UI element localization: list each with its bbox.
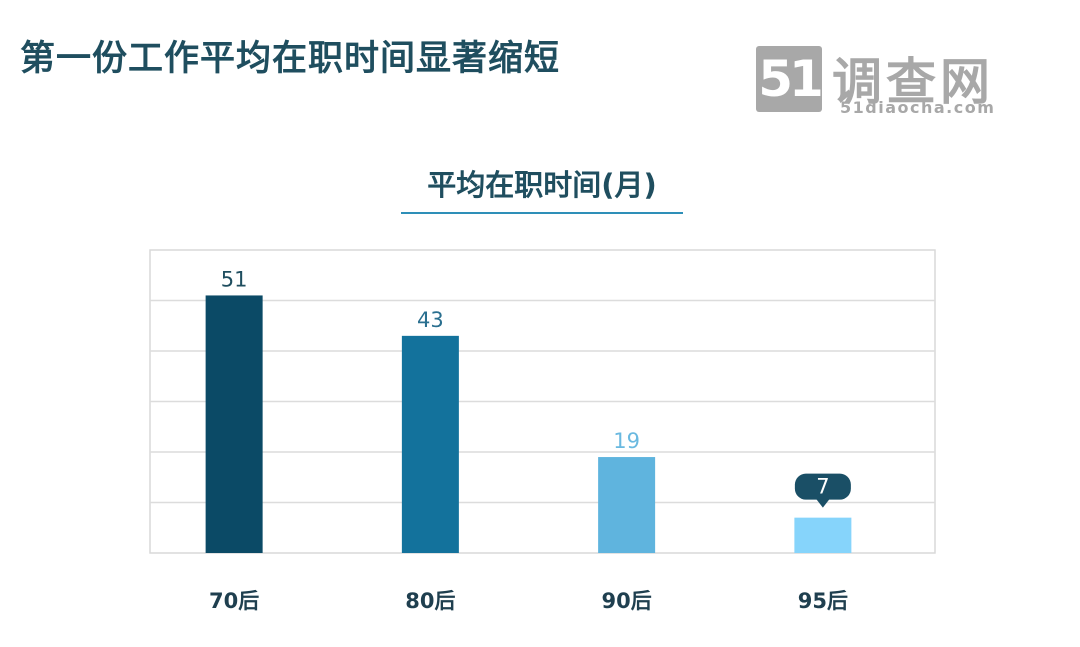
value-label: 43 — [417, 308, 444, 332]
category-label: 95后 — [798, 589, 848, 613]
logo-name: 调查网 — [832, 53, 994, 111]
category-label: 90后 — [602, 589, 652, 613]
bar-2 — [401, 335, 459, 553]
logo-url: 51diaocha.com — [840, 98, 996, 117]
chart-title: 平均在职时间(月) — [427, 168, 657, 202]
chart-title-underline — [401, 212, 683, 214]
value-callout-bubble — [794, 473, 851, 500]
value-label: 19 — [613, 429, 640, 453]
bar-1 — [205, 295, 263, 553]
value-label: 51 — [221, 267, 248, 291]
value-callout-pointer — [815, 498, 830, 508]
bar-3 — [598, 457, 656, 553]
brand-logo: 51 调查网 51diaocha.com — [756, 46, 1026, 122]
page-title: 第一份工作平均在职时间显著缩短 — [20, 39, 561, 79]
category-label: 70后 — [209, 589, 259, 613]
category-label: 80后 — [405, 589, 455, 613]
value-label: 7 — [816, 475, 829, 499]
bar-4 — [794, 517, 852, 553]
logo-number-badge: 51 — [756, 46, 824, 112]
